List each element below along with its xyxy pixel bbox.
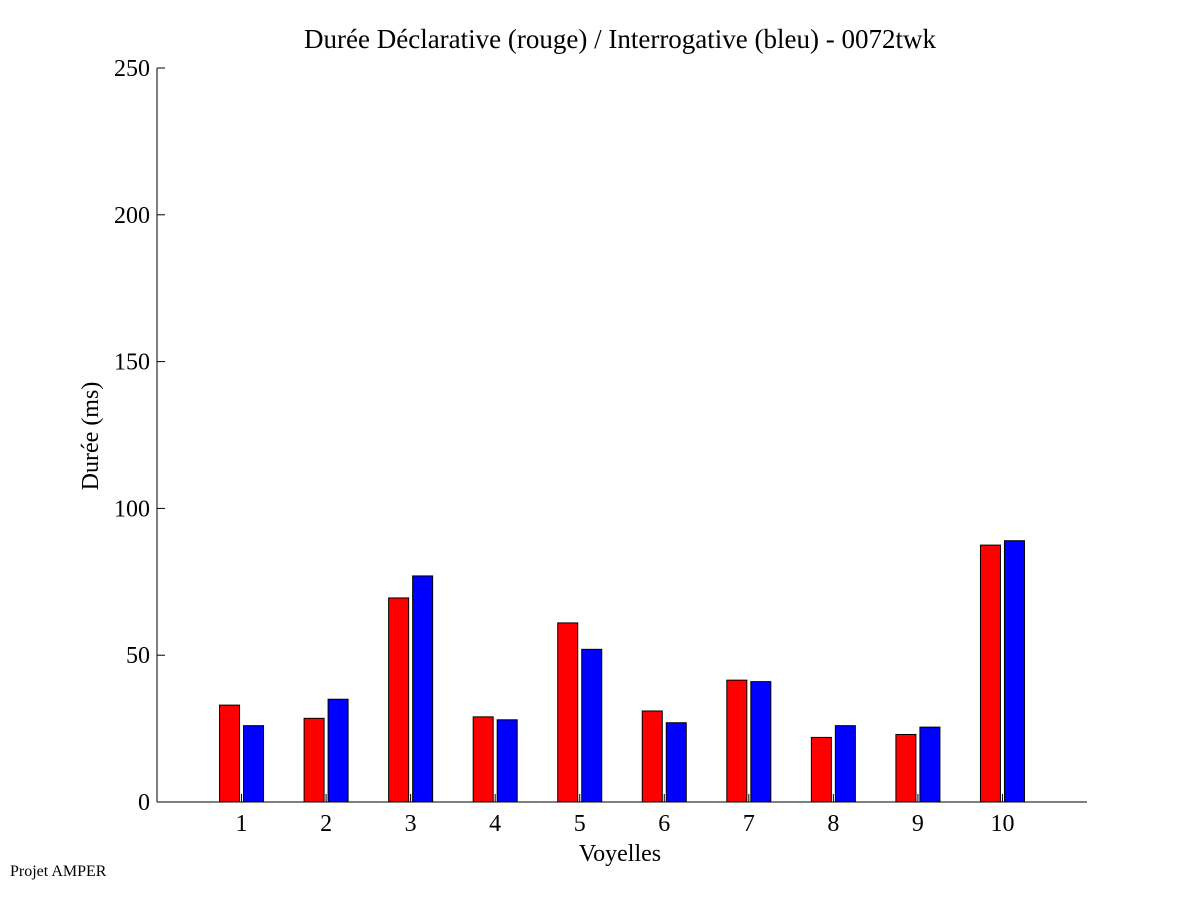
x-tick-label: 10 xyxy=(990,811,1014,837)
bar xyxy=(388,597,410,803)
bar xyxy=(303,717,325,803)
x-tick-label: 6 xyxy=(658,811,670,837)
y-axis-label: Durée (ms) xyxy=(78,382,104,491)
y-tick-label: 200 xyxy=(114,203,150,229)
y-axis: 0 50 100 150 200 250 xyxy=(114,56,165,816)
x-axis: 1 2 3 4 5 6 7 8 9 10 xyxy=(157,794,1087,837)
y-tick-label: 100 xyxy=(114,496,150,522)
bar xyxy=(665,722,687,803)
bar xyxy=(496,719,518,803)
bars xyxy=(219,540,1025,803)
x-tick-label: 7 xyxy=(743,811,755,837)
chart-title: Durée Déclarative (rouge) / Interrogativ… xyxy=(304,24,936,54)
x-tick-label: 2 xyxy=(320,811,332,837)
y-tick-label: 0 xyxy=(138,790,150,816)
bar xyxy=(581,648,603,803)
bar xyxy=(810,736,832,803)
x-tick-label: 5 xyxy=(574,811,586,837)
x-tick-label: 4 xyxy=(489,811,501,837)
y-tick-label: 150 xyxy=(114,350,150,376)
bar xyxy=(1003,540,1025,803)
x-tick-label: 1 xyxy=(236,811,248,837)
credit-label: Projet AMPER xyxy=(10,863,107,880)
bar xyxy=(219,704,241,803)
bar xyxy=(412,575,434,803)
y-tick-label: 50 xyxy=(126,643,150,669)
bar xyxy=(895,733,917,803)
bar xyxy=(919,726,941,803)
y-tick-label: 250 xyxy=(114,56,150,82)
bar xyxy=(641,710,663,803)
bar xyxy=(557,622,579,803)
bar xyxy=(750,681,772,803)
bar xyxy=(979,544,1001,803)
x-tick-label: 3 xyxy=(405,811,417,837)
bar xyxy=(834,725,856,803)
x-axis-label: Voyelles xyxy=(579,841,661,867)
x-tick-label: 9 xyxy=(912,811,924,837)
x-tick-label: 8 xyxy=(827,811,839,837)
bar xyxy=(243,725,265,803)
bar xyxy=(726,679,748,803)
bar xyxy=(327,698,349,803)
bar xyxy=(472,716,494,803)
